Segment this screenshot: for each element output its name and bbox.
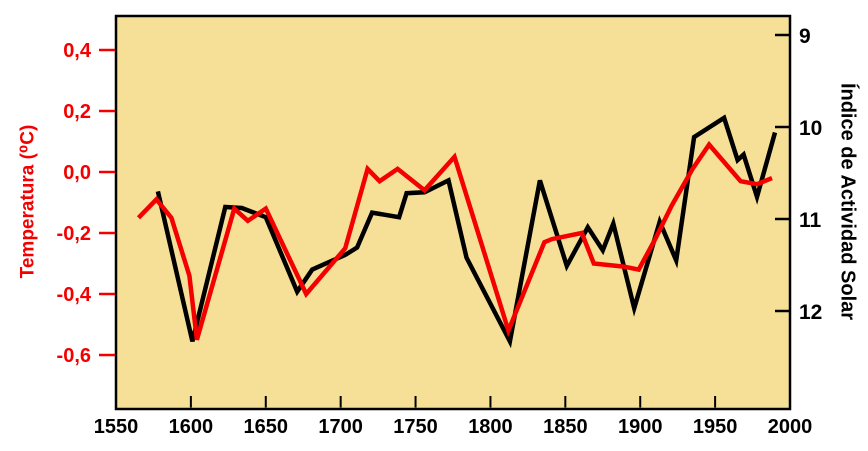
x-axis-tick-label: 1650	[244, 416, 289, 438]
x-axis-tick-label: 1950	[693, 416, 738, 438]
left-axis-tick-label: 0,0	[63, 162, 91, 184]
right-axis-tick-label: 12	[799, 301, 822, 324]
left-axis-tick-label: 0,2	[63, 101, 91, 123]
left-axis-tick-label: -0,4	[57, 284, 92, 306]
x-axis-tick-label: 1850	[543, 416, 588, 438]
left-axis-title: Temperatura (⁰C)	[17, 124, 39, 279]
left-axis-tick-label: -0,2	[57, 223, 91, 245]
x-axis-tick-label: 1900	[618, 416, 663, 438]
x-axis-tick-label: 1750	[393, 416, 438, 438]
x-axis-tick-label: 1600	[169, 416, 214, 438]
x-axis-tick-label: 1700	[318, 416, 363, 438]
right-axis-tick-label: 10	[799, 117, 822, 140]
left-axis-tick-label: -0,6	[57, 345, 91, 367]
x-axis-tick-label: 2000	[768, 416, 813, 438]
right-axis-title: Índice de Actividad Solar	[836, 82, 859, 321]
plot-area	[114, 14, 792, 411]
x-axis-tick-label: 1550	[94, 416, 139, 438]
left-axis-tick-label: 0,4	[63, 40, 92, 62]
right-axis-tick-label: 11	[799, 209, 822, 232]
x-axis-tick-label: 1800	[468, 416, 513, 438]
temperature-line	[136, 140, 773, 341]
solar-index-line	[155, 114, 778, 349]
right-axis-tick-label: 9	[799, 25, 811, 48]
